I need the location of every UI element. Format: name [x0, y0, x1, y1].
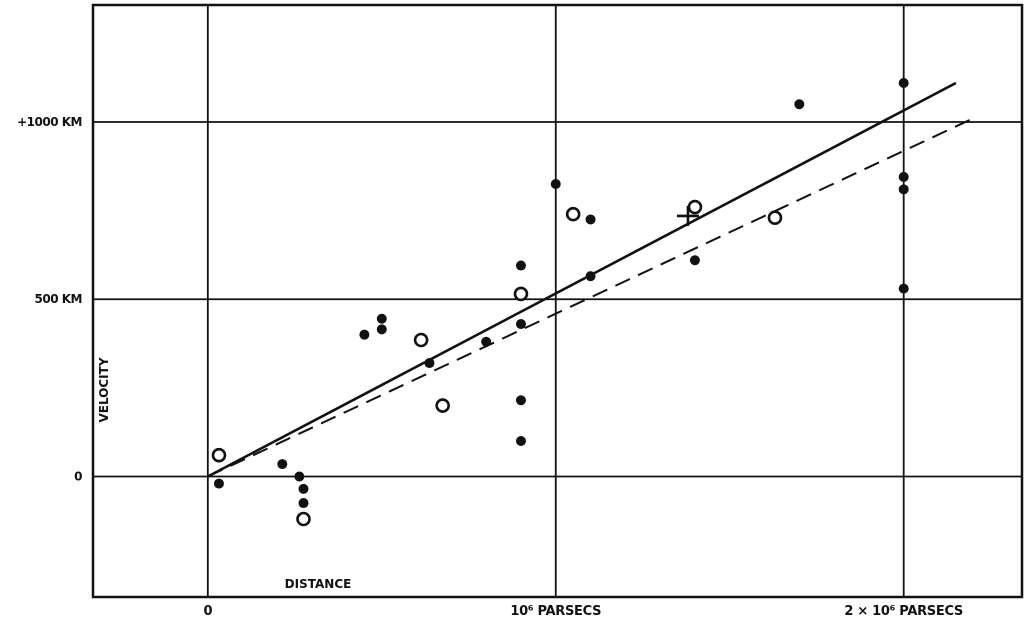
filled-point [898, 283, 909, 294]
filled-point [515, 260, 526, 271]
filled-point [689, 255, 700, 266]
plot-frame [91, 3, 1024, 599]
filled-point [585, 271, 596, 282]
open-point [435, 398, 450, 413]
tick-labels: 0 10⁶ PARSECS 2 × 10⁶ PARSECS 0 500 KM +1000 … [17, 115, 963, 619]
open-point [513, 286, 529, 302]
grid-lines [93, 5, 1022, 597]
filled-point [424, 358, 435, 369]
y-axis-title: VELOCITY [97, 357, 111, 422]
filled-point [294, 471, 305, 482]
x-axis-title: DISTANCE [285, 577, 352, 591]
filled-point [898, 171, 909, 182]
filled-point [898, 184, 909, 195]
open-point [767, 210, 783, 225]
filled-point [794, 99, 805, 110]
filled-point [481, 336, 492, 347]
filled-point [550, 179, 561, 190]
y-tick-label: 0 [74, 469, 82, 483]
filled-point [515, 436, 526, 447]
open-point [296, 511, 311, 527]
y-tick-label: +1000 KM [17, 115, 82, 129]
filled-point [515, 395, 526, 406]
filled-point [898, 77, 909, 88]
filled-point [376, 313, 387, 324]
x-tick-label: 0 [203, 604, 212, 619]
filled-point [515, 319, 526, 330]
x-tick-label: 10⁶ PARSECS [510, 604, 601, 619]
data-points [211, 77, 909, 527]
cross-point [676, 205, 699, 226]
filled-point [298, 498, 309, 509]
open-point [687, 199, 703, 215]
filled-point [213, 478, 224, 489]
x-tick-label: 2 × 10⁶ PARSECS [844, 604, 963, 619]
filled-point [376, 324, 387, 335]
open-point [565, 206, 581, 222]
fit-lines [207, 81, 978, 478]
filled-point [298, 483, 309, 494]
open-point [211, 447, 227, 463]
filled-point [585, 214, 596, 225]
solid-fit-line [207, 81, 957, 478]
y-tick-label: 500 KM [35, 292, 82, 306]
open-point [413, 332, 429, 348]
filled-point [277, 459, 288, 470]
filled-point [359, 329, 370, 340]
dashed-fit-line [207, 115, 978, 478]
